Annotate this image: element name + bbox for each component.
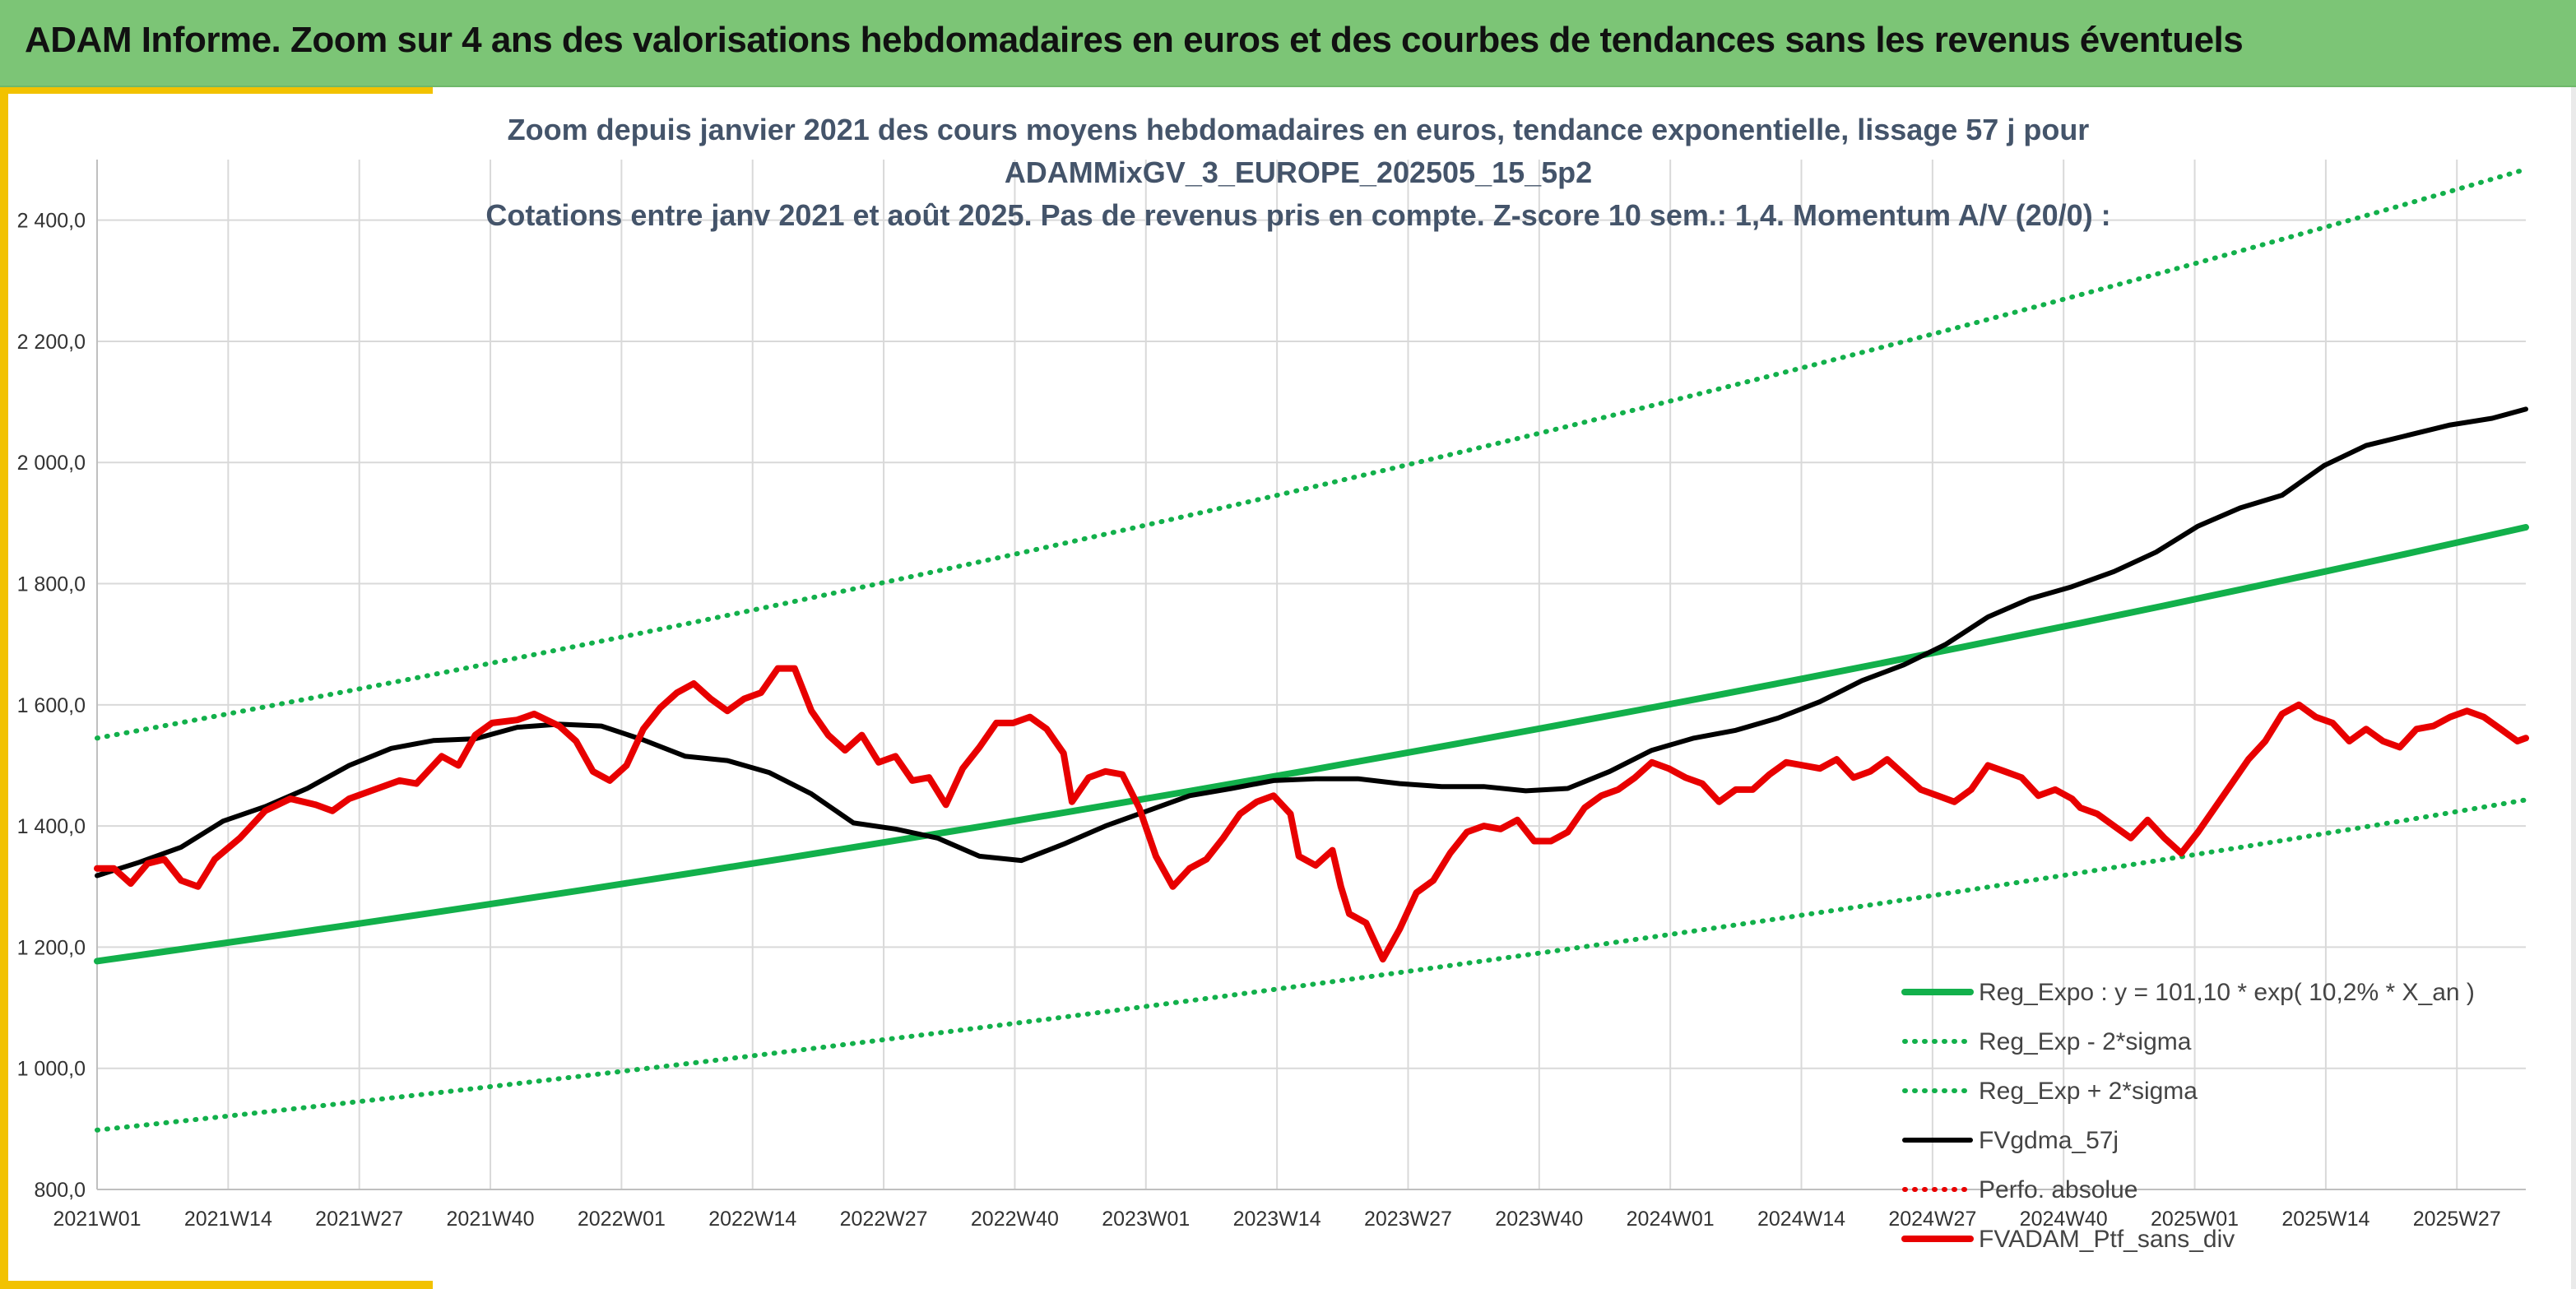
x-tick-label: 2024W40: [2020, 1208, 2108, 1231]
legend-label: Reg_Expo : y = 101,10 * exp( 10,2% * X_a…: [1979, 979, 2475, 1006]
x-tick-label: 2025W27: [2413, 1208, 2501, 1231]
chart-title-line-2: ADAMMixGV_3_EUROPE_202505_15_5p2: [1005, 155, 1592, 189]
accent-bar-left: [0, 87, 8, 1289]
frame-edge-right: [2571, 87, 2576, 1289]
grid: [96, 160, 2526, 1190]
legend-label: FVADAM_Ptf_sans_div: [1979, 1226, 2235, 1253]
x-tick-label: 2025W01: [2151, 1208, 2239, 1231]
y-tick-label: 2 400,0: [17, 210, 86, 233]
y-tick-label: 2 200,0: [17, 331, 86, 354]
chart-title-line-3: Cotations entre janv 2021 et août 2025. …: [485, 198, 2110, 232]
y-tick-label: 1 200,0: [17, 936, 86, 959]
series-line-1: [95, 797, 2528, 1133]
accent-bar-bottom: [0, 1281, 433, 1289]
line-chart: 800,0 1 000,0 1 200,0 1 400,0 1 600,0 1 800,0…: [17, 113, 2529, 1253]
x-tick-label: 2022W27: [840, 1208, 928, 1231]
chart-title: Zoom depuis janvier 2021 des cours moyen…: [485, 113, 2110, 232]
x-tick-label: 2021W14: [184, 1208, 272, 1231]
x-tick-label: 2022W14: [708, 1208, 796, 1231]
y-tick-label: 800,0: [34, 1179, 86, 1202]
x-tick-label: 2023W40: [1495, 1208, 1583, 1231]
x-tick-label: 2022W40: [971, 1208, 1059, 1231]
series-line-2: [95, 166, 2528, 741]
y-tick-label: 2 000,0: [17, 452, 86, 475]
report-header-banner: ADAM Informe. Zoom sur 4 ans des valoris…: [0, 0, 2576, 87]
x-tick-label: 2021W27: [315, 1208, 403, 1231]
chart-legend: Reg_Expo : y = 101,10 * exp( 10,2% * X_a…: [1901, 979, 2475, 1253]
legend-label: Reg_Exp - 2*sigma: [1979, 1028, 2192, 1055]
report-title: ADAM Informe. Zoom sur 4 ans des valoris…: [25, 20, 2244, 60]
x-tick-label: 2024W14: [1757, 1208, 1845, 1231]
y-tick-label: 1 000,0: [17, 1058, 86, 1081]
axes: 800,0 1 000,0 1 200,0 1 400,0 1 600,0 1 800,0…: [17, 160, 2526, 1231]
legend-label: FVgdma_57j: [1979, 1127, 2119, 1154]
x-tick-label: 2021W01: [53, 1208, 141, 1231]
chart-title-line-1: Zoom depuis janvier 2021 des cours moyen…: [508, 113, 2090, 146]
series-line-3: [95, 406, 2528, 879]
y-tick-label: 1 800,0: [17, 573, 86, 596]
series-group: [94, 166, 2529, 1133]
x-tick-label: 2024W27: [1888, 1208, 1976, 1231]
series-line-5: [94, 665, 2529, 963]
y-tick-label: 1 400,0: [17, 815, 86, 838]
y-tick-label: 1 600,0: [17, 694, 86, 717]
x-tick-label: 2021W40: [447, 1208, 535, 1231]
x-tick-label: 2022W01: [578, 1208, 666, 1231]
x-tick-label: 2025W14: [2281, 1208, 2369, 1231]
accent-bar-top: [0, 87, 433, 94]
series-line-0: [94, 524, 2529, 965]
legend-label: Perfo. absolue: [1979, 1176, 2137, 1203]
x-tick-label: 2023W27: [1364, 1208, 1452, 1231]
chart-area: 800,0 1 000,0 1 200,0 1 400,0 1 600,0 1 800,0…: [8, 94, 2571, 1281]
legend-label: Reg_Exp + 2*sigma: [1979, 1078, 2198, 1105]
x-tick-label: 2024W01: [1627, 1208, 1715, 1231]
x-tick-label: 2023W14: [1233, 1208, 1321, 1231]
x-tick-label: 2023W01: [1102, 1208, 1190, 1231]
